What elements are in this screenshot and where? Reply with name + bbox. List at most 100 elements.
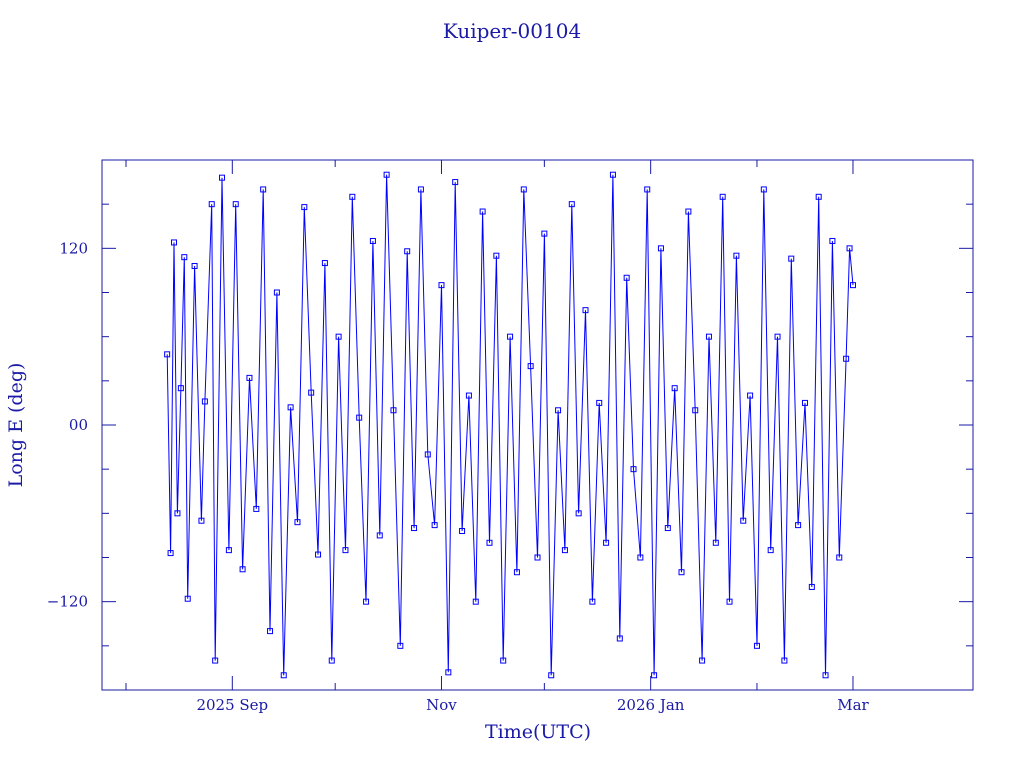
- data-point: [575, 510, 582, 517]
- data-point: [438, 282, 445, 289]
- data-point: [843, 355, 850, 362]
- data-point: [267, 628, 274, 635]
- data-point: [390, 407, 397, 414]
- data-point: [174, 510, 181, 517]
- data-point: [705, 333, 712, 340]
- data-point: [774, 333, 781, 340]
- data-point: [555, 407, 562, 414]
- data-point: [232, 201, 239, 208]
- data-point: [808, 583, 815, 590]
- data-point: [321, 260, 328, 267]
- plot-frame: [101, 159, 974, 691]
- x-tick-label: 2026 Jan: [617, 696, 685, 714]
- x-axis-label: Time(UTC): [485, 721, 591, 743]
- y-tick-label: 00: [69, 416, 88, 434]
- data-point: [726, 598, 733, 605]
- data-point: [273, 289, 280, 296]
- y-tick-label: −120: [47, 593, 88, 611]
- data-point: [760, 186, 767, 193]
- data-point: [208, 201, 215, 208]
- data-point: [452, 179, 459, 186]
- data-point: [445, 669, 452, 676]
- data-point: [815, 193, 822, 200]
- data-point: [411, 525, 418, 532]
- data-point: [486, 539, 493, 546]
- data-point: [712, 539, 719, 546]
- data-point: [644, 186, 651, 193]
- data-point: [747, 392, 754, 399]
- data-point: [767, 547, 774, 554]
- data-point: [651, 672, 658, 679]
- data-point: [376, 532, 383, 539]
- data-point: [603, 539, 610, 546]
- series-line: [166, 174, 854, 676]
- data-point: [335, 333, 342, 340]
- data-point: [692, 407, 699, 414]
- data-point: [846, 245, 853, 252]
- data-point: [836, 554, 843, 561]
- data-point: [397, 642, 404, 649]
- data-point: [829, 237, 836, 244]
- data-point: [685, 208, 692, 215]
- y-tick-label: 120: [59, 239, 88, 257]
- data-point: [301, 204, 308, 211]
- data-point: [404, 248, 411, 255]
- y-axis-label: Long E (deg): [5, 363, 27, 488]
- data-point: [315, 551, 322, 558]
- data-point: [246, 374, 253, 381]
- x-tick-labels: 2025 Sep Nov 2026 Jan Mar: [196, 696, 869, 714]
- data-point: [527, 363, 534, 370]
- x-tick-label: 2025 Sep: [196, 696, 268, 714]
- data-point: [191, 263, 198, 269]
- data-point: [582, 307, 589, 314]
- data-point: [781, 657, 788, 664]
- data-point: [795, 522, 802, 529]
- data-point: [260, 186, 267, 193]
- data-point: [356, 414, 363, 421]
- data-point: [548, 672, 555, 679]
- data-point: [465, 392, 472, 399]
- data-point: [181, 254, 188, 261]
- axis-ticks: [102, 160, 973, 690]
- data-point: [417, 186, 424, 193]
- data-point: [493, 252, 500, 259]
- data-point: [849, 282, 856, 289]
- data-point: [630, 466, 637, 473]
- data-point: [740, 517, 747, 524]
- data-point: [609, 171, 616, 178]
- data-point: [459, 528, 466, 534]
- data-point: [171, 239, 178, 246]
- data-point: [253, 505, 260, 512]
- data-point: [507, 333, 514, 340]
- data-point: [383, 171, 390, 178]
- longitude-trace: [164, 171, 856, 679]
- data-point: [678, 569, 685, 576]
- data-point: [308, 389, 315, 396]
- data-point: [363, 598, 370, 605]
- data-point: [294, 519, 301, 526]
- data-point: [212, 657, 219, 664]
- data-point: [239, 566, 246, 573]
- x-tick-label: Mar: [837, 696, 869, 714]
- data-point: [431, 522, 438, 529]
- chart-title: Kuiper-00104: [443, 19, 581, 43]
- data-point: [561, 547, 568, 554]
- data-point: [623, 274, 630, 281]
- data-point: [342, 547, 349, 554]
- data-point: [198, 517, 205, 524]
- data-point: [657, 245, 664, 252]
- data-point: [219, 174, 226, 181]
- data-point: [472, 598, 479, 605]
- data-point: [479, 208, 486, 215]
- data-point: [733, 252, 740, 259]
- data-point: [167, 550, 174, 557]
- data-point: [822, 672, 829, 679]
- data-point: [589, 598, 596, 605]
- data-point: [534, 554, 541, 561]
- data-point: [664, 525, 671, 532]
- data-point: [596, 399, 603, 406]
- data-point: [637, 554, 644, 561]
- data-point: [369, 237, 376, 244]
- data-point: [177, 385, 184, 392]
